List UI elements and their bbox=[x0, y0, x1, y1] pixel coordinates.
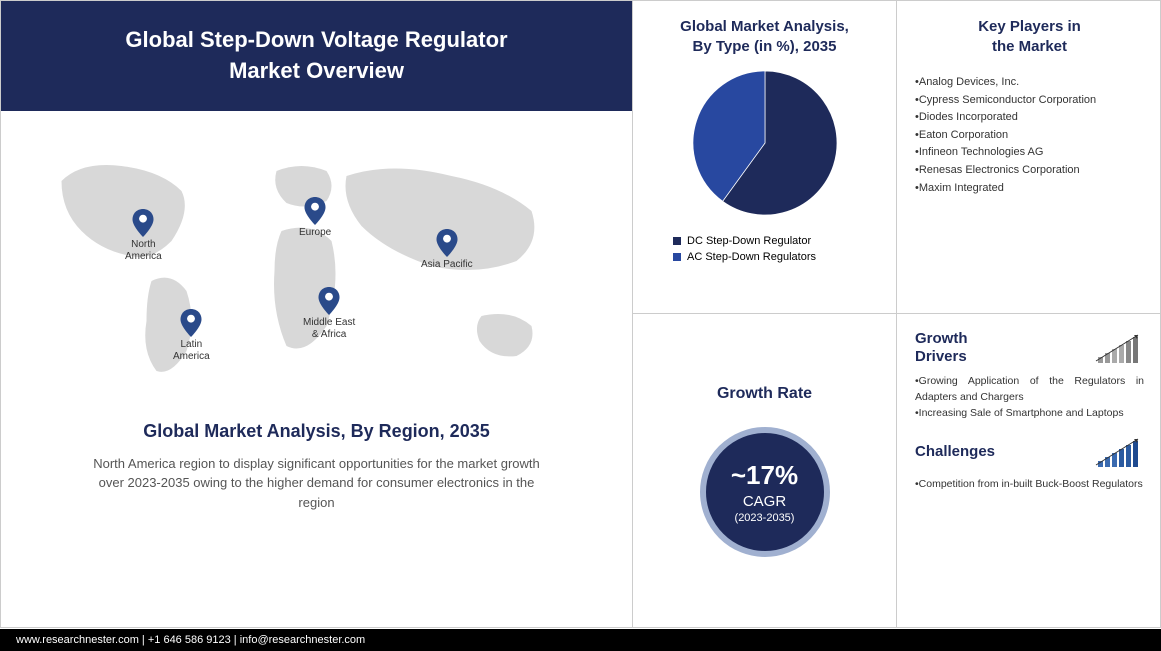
map-section: NorthAmerica LatinAmerica Europe Middle Eas… bbox=[1, 111, 632, 627]
legend-label: AC Step-Down Regulators bbox=[687, 251, 816, 263]
legend-item: AC Step-Down Regulators bbox=[673, 251, 880, 263]
growth-cagr: CAGR bbox=[743, 493, 786, 510]
world-map: NorthAmerica LatinAmerica Europe Middle Eas… bbox=[21, 131, 612, 411]
drivers-challenges-section: GrowthDrivers •Growing Application of th… bbox=[897, 314, 1161, 627]
bar-chart-icon bbox=[1094, 331, 1144, 365]
region-label: LatinAmerica bbox=[173, 339, 210, 363]
middle-column: Global Market Analysis,By Type (in %), 2… bbox=[633, 1, 897, 627]
challenges-list: •Competition from in-built Buck-Boost Re… bbox=[915, 477, 1144, 493]
infographic-container: Global Step-Down Voltage RegulatorMarket… bbox=[0, 0, 1161, 628]
drivers-header: GrowthDrivers bbox=[915, 330, 1144, 366]
challenges-title: Challenges bbox=[915, 443, 995, 461]
growth-rate-section: Growth Rate ~17% CAGR (2023-2035) bbox=[633, 314, 896, 627]
pin-icon bbox=[436, 229, 458, 257]
map-svg bbox=[21, 131, 612, 411]
title-banner: Global Step-Down Voltage RegulatorMarket… bbox=[1, 1, 632, 111]
pie-chart-section: Global Market Analysis,By Type (in %), 2… bbox=[633, 1, 896, 314]
map-pin: Europe bbox=[299, 197, 331, 239]
legend-swatch bbox=[673, 237, 681, 245]
pie-chart bbox=[690, 68, 840, 218]
pie-slices bbox=[693, 71, 837, 215]
key-players-section: Key Players inthe Market •Analog Devices… bbox=[897, 1, 1161, 314]
region-label: Middle East& Africa bbox=[303, 317, 355, 341]
players-title: Key Players inthe Market bbox=[915, 17, 1144, 56]
map-pin: LatinAmerica bbox=[173, 309, 210, 363]
footer-text: www.researchnester.com | +1 646 586 9123… bbox=[16, 634, 365, 646]
map-pin: Asia Pacific bbox=[421, 229, 473, 271]
bar-chart-icon bbox=[1094, 435, 1144, 469]
challenges-header: Challenges bbox=[915, 435, 1144, 469]
pin-icon bbox=[304, 197, 326, 225]
pin-icon bbox=[132, 209, 154, 237]
growth-title: Growth Rate bbox=[717, 385, 812, 403]
growth-percent: ~17% bbox=[731, 460, 798, 491]
pie-title: Global Market Analysis,By Type (in %), 2… bbox=[649, 17, 880, 56]
map-pin: NorthAmerica bbox=[125, 209, 162, 263]
region-label: Europe bbox=[299, 227, 331, 239]
right-column: Key Players inthe Market •Analog Devices… bbox=[897, 1, 1161, 627]
region-label: NorthAmerica bbox=[125, 239, 162, 263]
legend-swatch bbox=[673, 253, 681, 261]
left-column: Global Step-Down Voltage RegulatorMarket… bbox=[1, 1, 633, 627]
drivers-title: GrowthDrivers bbox=[915, 330, 968, 366]
region-description: North America region to display signific… bbox=[81, 454, 552, 513]
legend-label: DC Step-Down Regulator bbox=[687, 235, 811, 247]
players-list: •Analog Devices, Inc.•Cypress Semiconduc… bbox=[915, 74, 1144, 197]
pin-icon bbox=[318, 287, 340, 315]
footer-bar: www.researchnester.com | +1 646 586 9123… bbox=[0, 629, 1161, 651]
map-pin: Middle East& Africa bbox=[303, 287, 355, 341]
pin-icon bbox=[180, 309, 202, 337]
drivers-list: •Growing Application of the Regulators i… bbox=[915, 374, 1144, 421]
region-analysis-title: Global Market Analysis, By Region, 2035 bbox=[21, 421, 612, 442]
main-title: Global Step-Down Voltage RegulatorMarket… bbox=[41, 25, 592, 87]
region-label: Asia Pacific bbox=[421, 259, 473, 271]
growth-circle: ~17% CAGR (2023-2035) bbox=[700, 427, 830, 557]
pie-legend: DC Step-Down Regulator AC Step-Down Regul… bbox=[673, 235, 880, 263]
legend-item: DC Step-Down Regulator bbox=[673, 235, 880, 247]
growth-period: (2023-2035) bbox=[735, 512, 795, 524]
